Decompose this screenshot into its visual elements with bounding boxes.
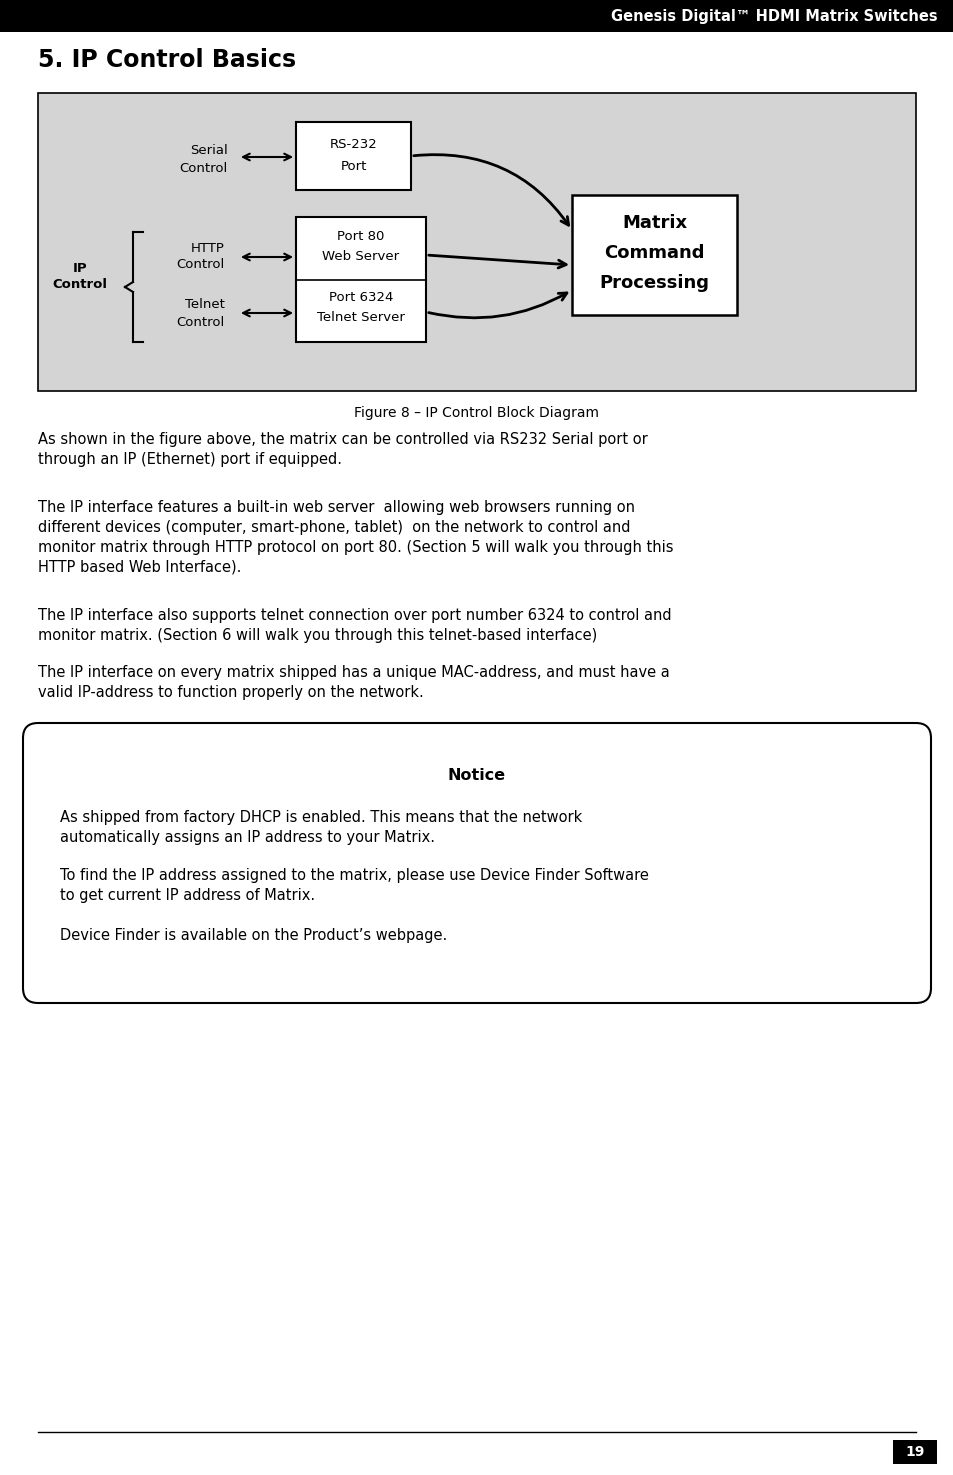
Text: 19: 19 xyxy=(904,1446,923,1459)
Text: The IP interface also supports telnet connection over port number 6324 to contro: The IP interface also supports telnet co… xyxy=(38,608,671,643)
Text: As shown in the figure above, the matrix can be controlled via RS232 Serial port: As shown in the figure above, the matrix… xyxy=(38,432,647,466)
Text: Matrix: Matrix xyxy=(621,214,686,232)
Bar xyxy=(572,195,737,316)
FancyBboxPatch shape xyxy=(23,723,930,1003)
Text: 5. IP Control Basics: 5. IP Control Basics xyxy=(38,49,295,72)
Text: HTTP: HTTP xyxy=(191,242,225,255)
Text: Port: Port xyxy=(340,159,366,173)
Text: Control: Control xyxy=(176,316,225,329)
FancyArrowPatch shape xyxy=(428,255,565,268)
FancyArrowPatch shape xyxy=(414,155,568,226)
Bar xyxy=(295,122,411,190)
Text: Web Server: Web Server xyxy=(322,251,399,264)
Text: Genesis Digital™ HDMI Matrix Switches: Genesis Digital™ HDMI Matrix Switches xyxy=(611,9,937,24)
Text: Telnet: Telnet xyxy=(185,298,225,311)
Text: To find the IP address assigned to the matrix, please use Device Finder Software: To find the IP address assigned to the m… xyxy=(60,867,648,903)
Text: RS-232: RS-232 xyxy=(330,137,377,150)
Text: As shipped from factory DHCP is enabled. This means that the network
automatical: As shipped from factory DHCP is enabled.… xyxy=(60,810,581,845)
Text: Serial: Serial xyxy=(190,143,228,156)
Bar xyxy=(38,93,915,391)
Text: IP: IP xyxy=(72,261,88,274)
FancyArrowPatch shape xyxy=(428,294,566,317)
Text: Control: Control xyxy=(176,258,225,271)
Text: Processing: Processing xyxy=(598,274,709,292)
Bar xyxy=(0,0,953,32)
Text: The IP interface features a built-in web server  allowing web browsers running o: The IP interface features a built-in web… xyxy=(38,500,673,574)
Text: Telnet Server: Telnet Server xyxy=(316,311,404,324)
Text: Port 80: Port 80 xyxy=(337,230,384,243)
Text: Control: Control xyxy=(179,161,228,174)
Text: Command: Command xyxy=(603,243,704,263)
Text: Figure 8 – IP Control Block Diagram: Figure 8 – IP Control Block Diagram xyxy=(355,406,598,420)
Text: Port 6324: Port 6324 xyxy=(329,291,393,304)
Text: The IP interface on every matrix shipped has a unique MAC-address, and must have: The IP interface on every matrix shipped… xyxy=(38,665,669,699)
Text: Notice: Notice xyxy=(448,768,505,783)
Text: Control: Control xyxy=(52,279,108,292)
Text: Device Finder is available on the Product’s webpage.: Device Finder is available on the Produc… xyxy=(60,928,447,943)
Bar xyxy=(892,1440,936,1465)
Bar xyxy=(295,217,426,342)
